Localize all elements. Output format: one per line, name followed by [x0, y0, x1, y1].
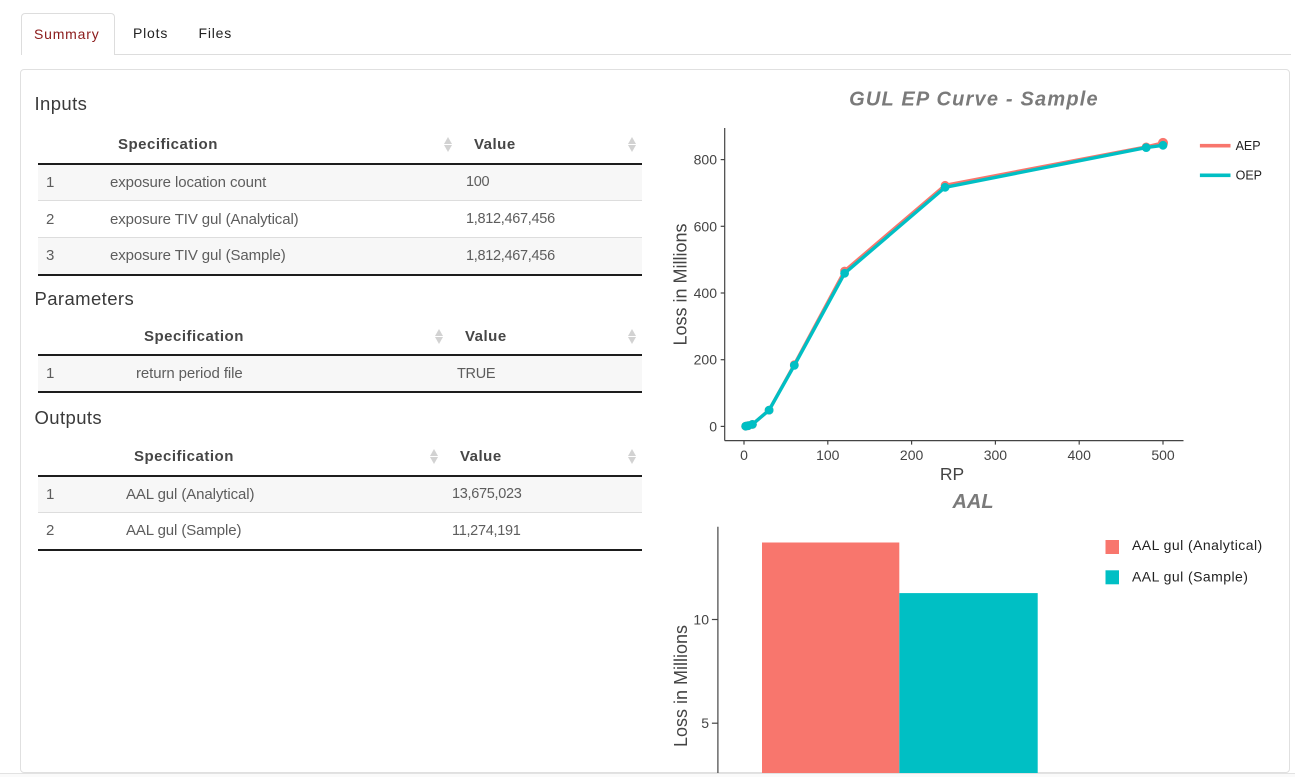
svg-text:AEP: AEP [1236, 139, 1261, 153]
svg-text:400: 400 [1068, 447, 1092, 463]
svg-text:AAL gul (Analytical): AAL gul (Analytical) [1132, 537, 1263, 553]
svg-text:RP: RP [940, 464, 964, 484]
svg-text:Loss in Millions: Loss in Millions [671, 625, 691, 747]
svg-text:Loss in Millions: Loss in Millions [671, 223, 691, 345]
svg-text:10: 10 [693, 612, 709, 628]
svg-text:AAL: AAL [951, 491, 993, 513]
svg-text:800: 800 [694, 152, 718, 168]
svg-text:0: 0 [709, 418, 717, 434]
svg-text:OEP: OEP [1236, 169, 1262, 183]
svg-text:0: 0 [740, 447, 748, 463]
svg-text:200: 200 [694, 352, 718, 368]
svg-text:400: 400 [694, 285, 718, 301]
svg-text:200: 200 [900, 447, 924, 463]
svg-text:GUL EP Curve - Sample: GUL EP Curve - Sample [849, 89, 1099, 111]
svg-text:AAL gul (Sample): AAL gul (Sample) [1132, 568, 1248, 584]
svg-text:500: 500 [1151, 447, 1175, 463]
svg-text:100: 100 [816, 447, 840, 463]
svg-text:300: 300 [984, 447, 1008, 463]
svg-text:5: 5 [701, 715, 709, 731]
svg-text:600: 600 [694, 218, 718, 234]
